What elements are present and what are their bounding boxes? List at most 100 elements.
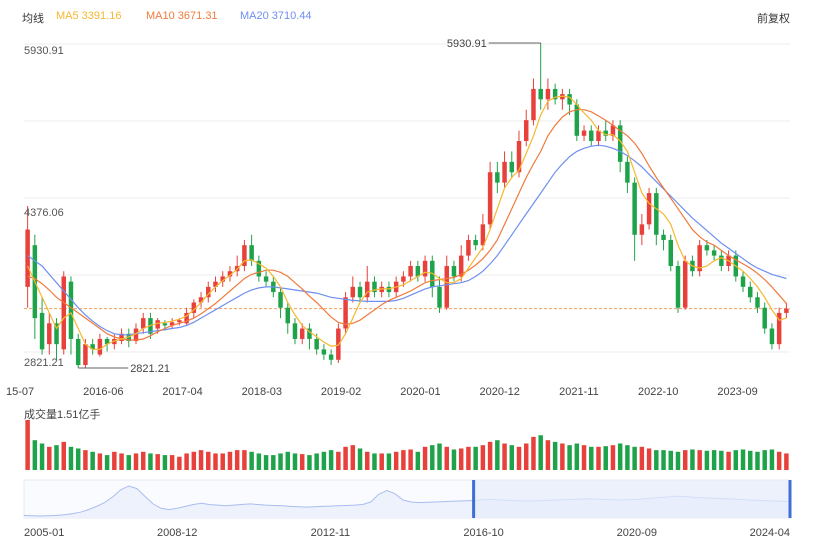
candle-body [278, 292, 283, 308]
volume-bar [256, 453, 262, 470]
volume-bar [234, 450, 240, 470]
candle-body [97, 338, 103, 355]
volume-panel: 成交量1.51亿手 [24, 407, 789, 470]
volume-bar [357, 448, 363, 470]
candle-body [451, 266, 457, 277]
candle-body [740, 276, 746, 287]
range-navigator[interactable]: 2005-01 2008-12 2012-11 2016-10 2020-09 2024-… [23, 479, 792, 539]
time-tick-label: 2018-03 [242, 386, 282, 398]
volume-bar [119, 453, 124, 470]
candle-body [675, 266, 681, 308]
candle-body [162, 323, 168, 326]
time-tick-label: 2017-04 [162, 386, 202, 398]
candle-body [328, 354, 334, 360]
candle-body [639, 224, 645, 235]
volume-bar [68, 446, 74, 470]
navigator-selection [473, 480, 790, 518]
navigator-tick-label: 2020-09 [617, 527, 657, 539]
volume-bar [733, 450, 739, 470]
volume-bar [523, 443, 529, 470]
candle-body [603, 130, 608, 136]
candle-body [350, 286, 356, 298]
ma10-legend: MA10 3671.31 [146, 10, 218, 22]
volume-bar [495, 440, 500, 470]
volume-bar [249, 451, 254, 470]
candle-body [321, 349, 327, 355]
volume-bar [466, 446, 471, 470]
candle-body [776, 312, 782, 345]
volume-bar [177, 456, 182, 470]
moving-average-lines [27, 95, 787, 350]
candle-body [697, 245, 702, 272]
time-tick-label: 2021-11 [559, 386, 599, 398]
volume-bar [560, 443, 565, 470]
volume-bar [242, 450, 247, 470]
adjust-mode-button[interactable]: 前复权 [757, 13, 790, 25]
candle-body [567, 94, 572, 105]
navigator-right-handle[interactable] [788, 480, 792, 518]
min-price-label: 2821.21 [130, 363, 170, 375]
price-grid [24, 43, 790, 353]
candle-body [401, 276, 406, 282]
candle-body [719, 255, 724, 267]
volume-bar [784, 453, 789, 470]
candlestick-series [25, 44, 789, 368]
candle-body [307, 328, 312, 339]
volume-bar [776, 451, 782, 470]
extreme-price-markers: 5930.91 2821.21 [78, 38, 542, 375]
candle-body [610, 125, 616, 136]
candle-body [545, 88, 551, 100]
volume-bar [509, 445, 515, 470]
volume-bar [719, 450, 724, 470]
candle-body [169, 322, 175, 326]
candle-body [415, 266, 421, 277]
volume-bar [697, 450, 702, 470]
volume-bar [148, 453, 153, 470]
navigator-left-handle[interactable] [472, 480, 476, 518]
volume-bar [654, 450, 659, 470]
volume-bar [169, 455, 175, 470]
volume-bar [589, 446, 594, 470]
volume-bar [54, 445, 59, 470]
candle-body [531, 88, 536, 121]
volume-bar [191, 451, 197, 470]
candle-body [256, 260, 262, 277]
candle-body [589, 130, 594, 141]
volume-bar [704, 450, 710, 470]
volume-bar [567, 445, 572, 470]
volume-bar [502, 443, 507, 470]
candle-body [682, 260, 688, 308]
volume-bar [271, 455, 276, 470]
volume-bar [762, 450, 767, 470]
candle-body [68, 281, 74, 339]
volume-bar [451, 449, 457, 470]
candle-body [646, 193, 652, 225]
volume-bar [668, 450, 674, 470]
volume-bar [625, 445, 630, 470]
candle-body [343, 297, 348, 329]
volume-bar [314, 453, 319, 470]
volume-bar [711, 450, 717, 470]
candle-body [523, 120, 529, 141]
time-tick-label: 2022-10 [638, 386, 678, 398]
ma5-legend: MA5 3391.16 [56, 10, 122, 22]
time-tick-label: 2023-09 [717, 386, 757, 398]
volume-bar [184, 453, 189, 470]
volume-bar [632, 446, 637, 470]
candle-body [372, 281, 377, 293]
volume-bar [328, 450, 334, 470]
candle-body [39, 312, 45, 350]
volume-bar [531, 436, 536, 470]
candle-body [516, 140, 522, 173]
candle-body [357, 286, 363, 298]
candle-body [75, 338, 81, 366]
volume-bar [343, 446, 348, 470]
navigator-tick-label: 2005-01 [24, 527, 64, 539]
ma10-line [27, 109, 787, 341]
candle-body [263, 276, 269, 282]
candle-body [299, 328, 305, 339]
volume-bar [437, 443, 442, 470]
navigator-tick-label: 2008-12 [157, 527, 197, 539]
candle-body [292, 323, 298, 339]
